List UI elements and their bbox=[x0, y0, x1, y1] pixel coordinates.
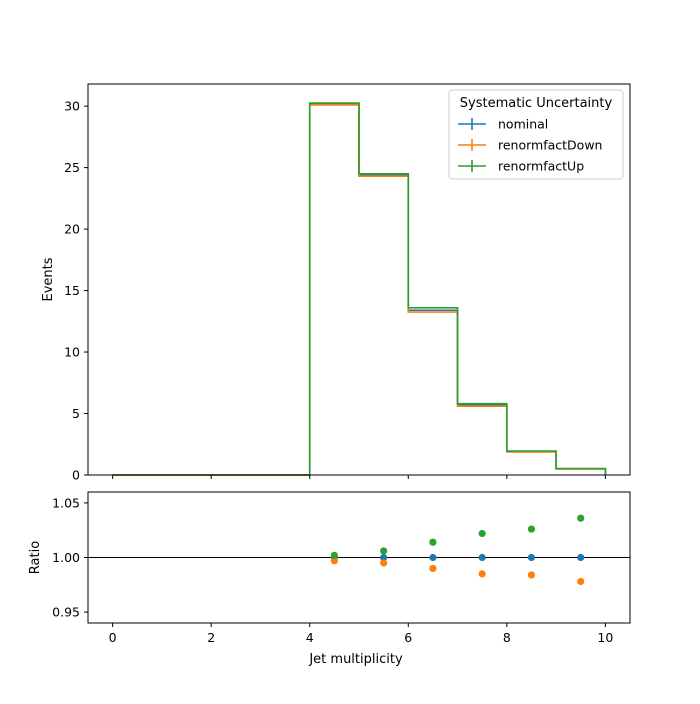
main-y-tick-label: 10 bbox=[64, 345, 80, 360]
ratio-y-axis-label: Ratio bbox=[28, 541, 43, 574]
ratio-y-tick-label: 0.95 bbox=[52, 605, 80, 620]
main-y-axis-label: Events bbox=[41, 257, 56, 301]
ratio-y-ticks: 0.95 1.00 1.05 bbox=[52, 495, 88, 620]
ratio-point-nominal bbox=[380, 553, 388, 562]
ratio-point-renormfactUp bbox=[527, 525, 536, 533]
ratio-point-renormfactDown bbox=[527, 571, 536, 579]
ratio-point-nominal bbox=[478, 553, 486, 562]
main-plot-frame bbox=[87, 83, 631, 476]
legend-entry-renormfactDown: renormfactDown bbox=[498, 138, 602, 153]
x-tick-label: 10 bbox=[597, 630, 613, 645]
x-tick-label: 0 bbox=[109, 630, 117, 645]
legend-entry-renormfactUp: renormfactUp bbox=[498, 159, 584, 174]
legend-entry-nominal: nominal bbox=[498, 117, 548, 132]
ratio-point-renormfactUp bbox=[330, 551, 338, 559]
ratio-panel: 0 2 4 6 8 10 0.95 1.00 1.05 Ratio Jet multiplic… bbox=[28, 491, 631, 667]
ratio-plot-frame bbox=[87, 491, 631, 624]
ratio-point-renormfactDown bbox=[478, 570, 486, 578]
ratio-y-tick-label: 1.00 bbox=[52, 550, 80, 565]
ratio-point-nominal bbox=[527, 553, 536, 562]
main-y-tick-label: 5 bbox=[72, 406, 80, 421]
ratio-point-renormfactUp bbox=[577, 514, 585, 522]
ratio-points-group bbox=[330, 514, 585, 586]
main-y-tick-label: 15 bbox=[64, 283, 80, 298]
main-panel: 0 5 10 15 20 25 30 Events Systematic Uncertain… bbox=[41, 83, 631, 483]
x-tick-label: 8 bbox=[503, 630, 511, 645]
main-y-tick-label: 0 bbox=[72, 468, 80, 483]
ratio-point-nominal bbox=[577, 553, 585, 562]
main-y-tick-label: 20 bbox=[64, 222, 80, 237]
x-tick-label: 6 bbox=[404, 630, 412, 645]
ratio-point-renormfactDown bbox=[330, 557, 338, 565]
main-x-ticks bbox=[112, 475, 606, 479]
main-y-tick-label: 30 bbox=[64, 99, 80, 114]
ratio-point-renormfactUp bbox=[429, 538, 437, 546]
main-y-ticks: 0 5 10 15 20 25 30 bbox=[64, 99, 88, 483]
ratio-point-renormfactDown bbox=[429, 564, 437, 573]
ratio-point-renormfactUp bbox=[380, 547, 388, 555]
ratio-x-ticks: 0 2 4 6 8 10 bbox=[109, 623, 613, 645]
main-y-tick-label: 25 bbox=[64, 160, 80, 175]
x-axis-label: Jet multiplicity bbox=[308, 652, 403, 667]
legend-title: Systematic Uncertainty bbox=[460, 96, 613, 111]
legend-entries: nominal renormfactDown renormfactUp bbox=[458, 117, 602, 174]
ratio-point-renormfactUp bbox=[478, 529, 486, 538]
ratio-point-nominal bbox=[429, 553, 437, 562]
x-tick-label: 4 bbox=[306, 630, 314, 645]
legend: Systematic Uncertainty nominal renormfact… bbox=[448, 89, 624, 180]
x-tick-label: 2 bbox=[207, 630, 215, 645]
ratio-point-renormfactDown bbox=[577, 577, 585, 586]
ratio-y-tick-label: 1.05 bbox=[52, 495, 80, 510]
ratio-point-renormfactDown bbox=[380, 559, 388, 567]
legend-box bbox=[448, 89, 624, 180]
